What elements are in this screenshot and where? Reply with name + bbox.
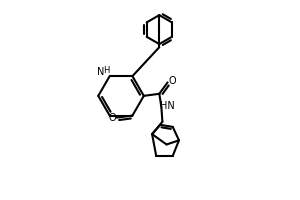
Text: O: O <box>109 113 116 123</box>
Text: H: H <box>103 66 110 75</box>
Text: O: O <box>168 76 176 86</box>
Text: HN: HN <box>160 101 175 111</box>
Text: N: N <box>97 67 105 77</box>
